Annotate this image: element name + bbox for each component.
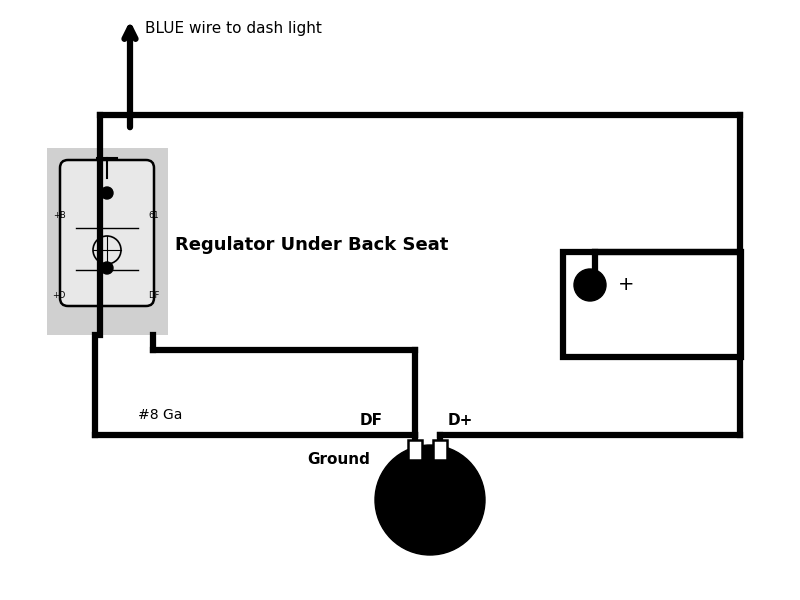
- Bar: [47, 148, 168, 335]
- FancyBboxPatch shape: [60, 160, 154, 306]
- Text: Ground: Ground: [307, 452, 370, 467]
- Circle shape: [93, 236, 121, 264]
- Text: +D: +D: [53, 290, 66, 299]
- Circle shape: [375, 445, 485, 555]
- Text: Regulator Under Back Seat: Regulator Under Back Seat: [175, 236, 448, 254]
- Bar: [433, 440, 447, 460]
- Text: BLUE wire to dash light: BLUE wire to dash light: [145, 20, 322, 35]
- Circle shape: [101, 187, 113, 199]
- Circle shape: [574, 269, 606, 301]
- Text: DF: DF: [360, 413, 383, 428]
- Text: DF: DF: [148, 290, 159, 299]
- Circle shape: [101, 262, 113, 274]
- Bar: [408, 440, 422, 460]
- Text: D+: D+: [448, 413, 474, 428]
- Text: +: +: [618, 275, 634, 295]
- Text: 61: 61: [148, 211, 158, 220]
- Text: #8 Ga: #8 Ga: [138, 408, 182, 422]
- Text: +B: +B: [54, 211, 66, 220]
- Bar: [563, 252, 741, 357]
